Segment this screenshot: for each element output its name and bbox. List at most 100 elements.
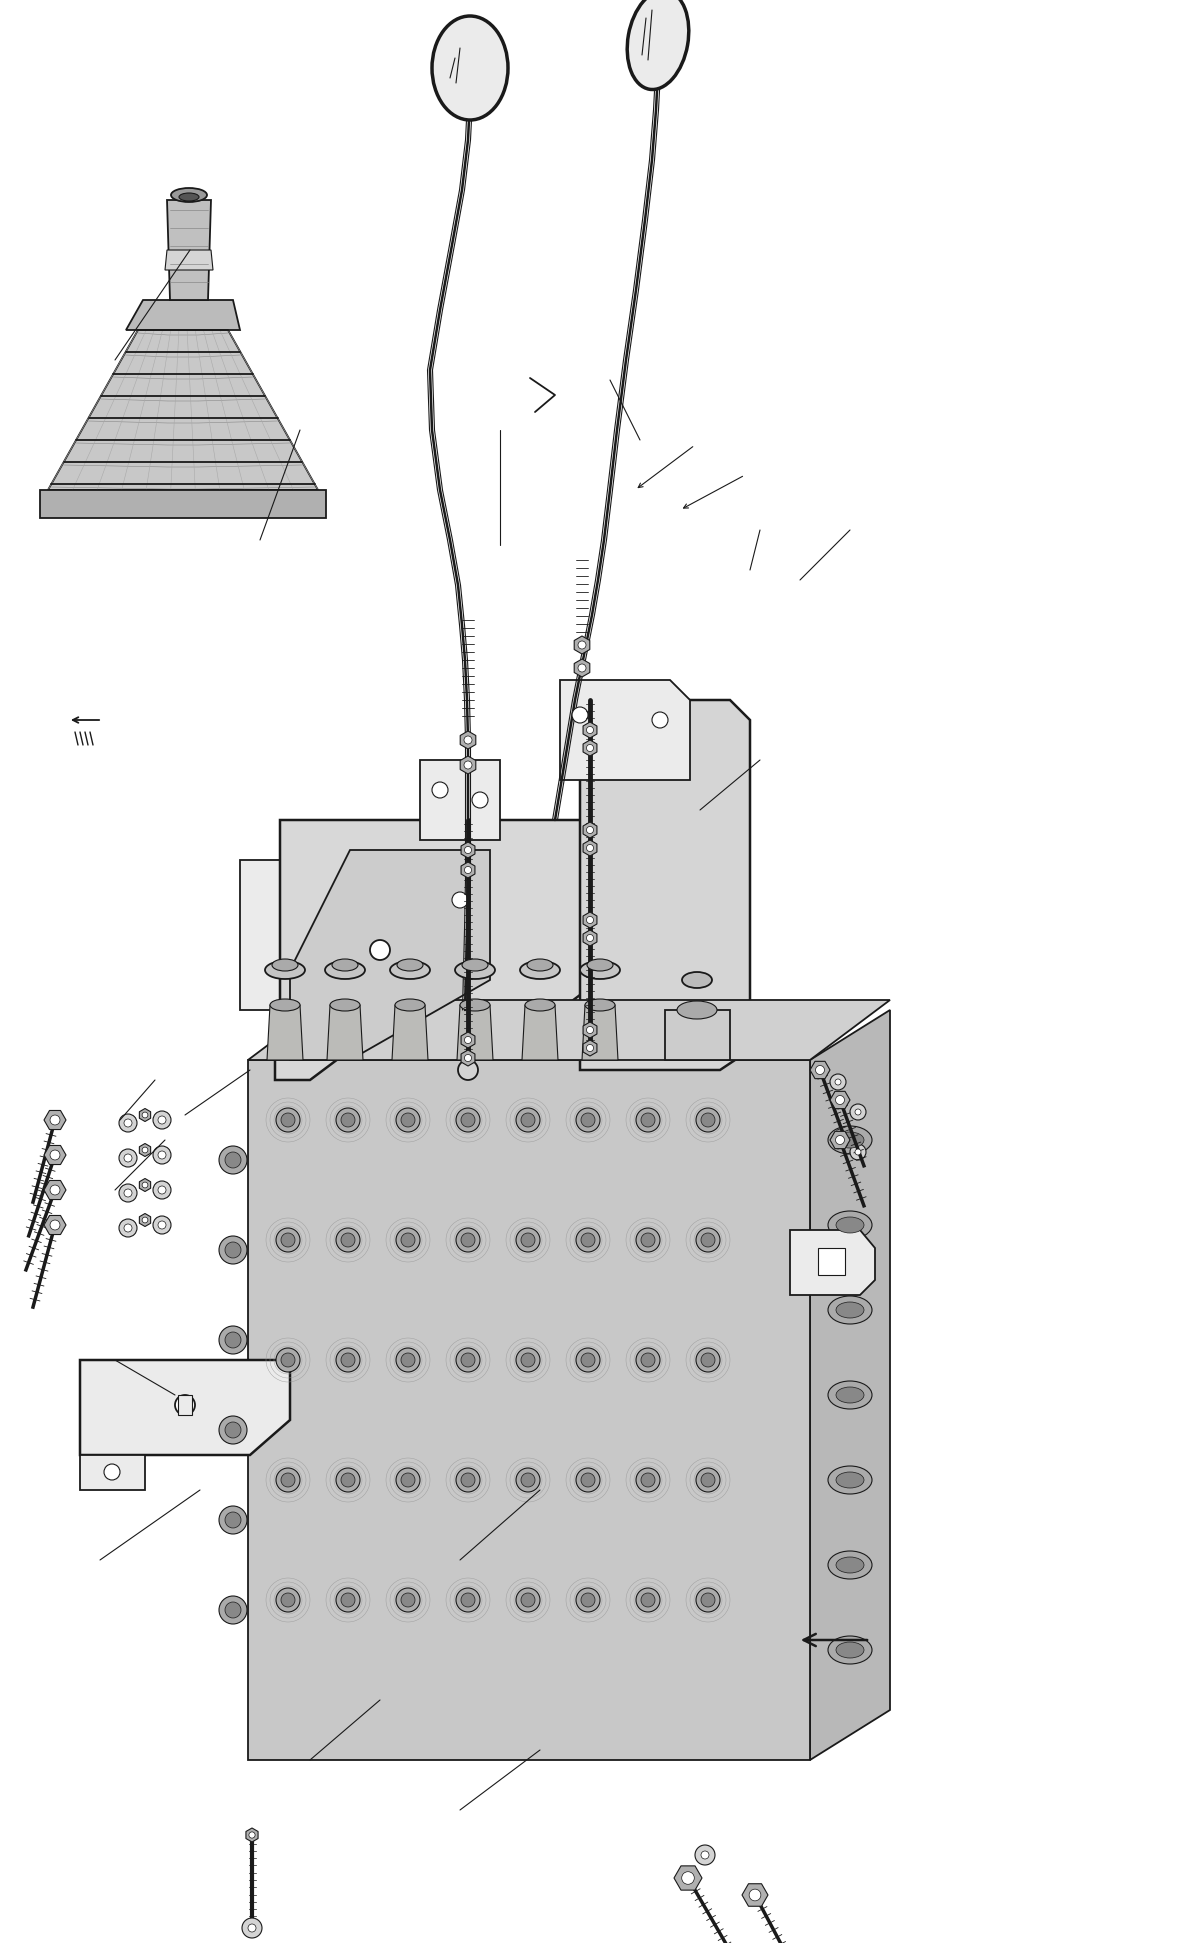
Ellipse shape <box>836 1473 863 1488</box>
Circle shape <box>395 1228 420 1251</box>
Polygon shape <box>560 680 690 779</box>
Circle shape <box>578 665 586 672</box>
Circle shape <box>855 1148 861 1154</box>
Polygon shape <box>584 822 597 837</box>
Circle shape <box>641 1234 655 1247</box>
Circle shape <box>464 1055 472 1061</box>
Circle shape <box>461 1593 475 1607</box>
Circle shape <box>696 1587 721 1613</box>
Polygon shape <box>44 1146 66 1164</box>
Polygon shape <box>584 740 597 756</box>
Ellipse shape <box>455 962 495 979</box>
Circle shape <box>581 1234 596 1247</box>
Circle shape <box>516 1587 540 1613</box>
Circle shape <box>464 1036 472 1043</box>
Circle shape <box>281 1352 295 1368</box>
Polygon shape <box>742 1885 768 1906</box>
Circle shape <box>636 1469 660 1492</box>
Circle shape <box>142 1111 148 1117</box>
Circle shape <box>276 1348 300 1372</box>
Ellipse shape <box>836 1302 863 1317</box>
Polygon shape <box>582 1005 618 1061</box>
Circle shape <box>281 1234 295 1247</box>
Circle shape <box>456 1587 480 1613</box>
Circle shape <box>586 727 593 734</box>
Ellipse shape <box>828 1636 872 1663</box>
Circle shape <box>395 1587 420 1613</box>
Polygon shape <box>177 1395 192 1415</box>
Ellipse shape <box>432 16 509 120</box>
Circle shape <box>456 1348 480 1372</box>
Polygon shape <box>44 1111 66 1129</box>
Ellipse shape <box>460 999 490 1010</box>
Circle shape <box>641 1473 655 1486</box>
Circle shape <box>520 1473 535 1486</box>
Circle shape <box>225 1333 241 1348</box>
Circle shape <box>225 1422 241 1438</box>
Circle shape <box>641 1113 655 1127</box>
Polygon shape <box>241 861 520 1010</box>
Circle shape <box>816 1065 824 1074</box>
Circle shape <box>836 1135 844 1144</box>
Circle shape <box>461 1113 475 1127</box>
Circle shape <box>464 762 472 769</box>
Circle shape <box>341 1593 355 1607</box>
Polygon shape <box>810 1061 830 1078</box>
Circle shape <box>401 1234 414 1247</box>
Ellipse shape <box>462 960 488 972</box>
Circle shape <box>636 1108 660 1133</box>
Ellipse shape <box>179 192 199 200</box>
Ellipse shape <box>332 960 358 972</box>
Ellipse shape <box>172 188 207 202</box>
Polygon shape <box>48 330 318 490</box>
Circle shape <box>219 1146 247 1174</box>
Circle shape <box>701 1852 709 1859</box>
Polygon shape <box>584 931 597 946</box>
Ellipse shape <box>682 972 712 987</box>
Circle shape <box>576 1348 600 1372</box>
Ellipse shape <box>628 0 688 89</box>
Circle shape <box>225 1601 241 1619</box>
Ellipse shape <box>397 960 423 972</box>
Circle shape <box>152 1216 172 1234</box>
Ellipse shape <box>266 962 305 979</box>
Circle shape <box>581 1593 596 1607</box>
Polygon shape <box>289 849 490 1061</box>
Circle shape <box>119 1218 137 1238</box>
Circle shape <box>142 1181 148 1187</box>
Circle shape <box>119 1113 137 1133</box>
Circle shape <box>281 1113 295 1127</box>
Circle shape <box>586 744 593 752</box>
Circle shape <box>461 1352 475 1368</box>
Circle shape <box>152 1146 172 1164</box>
Polygon shape <box>461 863 475 878</box>
Circle shape <box>835 1078 841 1084</box>
Ellipse shape <box>272 960 298 972</box>
Circle shape <box>219 1325 247 1354</box>
Ellipse shape <box>580 962 621 979</box>
Ellipse shape <box>325 962 364 979</box>
Polygon shape <box>139 1214 150 1226</box>
Circle shape <box>520 1234 535 1247</box>
Polygon shape <box>328 1005 363 1061</box>
Polygon shape <box>460 731 475 748</box>
Polygon shape <box>248 1001 890 1061</box>
Polygon shape <box>790 1230 875 1294</box>
Circle shape <box>395 1108 420 1133</box>
Circle shape <box>701 1113 715 1127</box>
Circle shape <box>281 1473 295 1486</box>
Ellipse shape <box>828 1210 872 1240</box>
Polygon shape <box>810 1010 890 1760</box>
Circle shape <box>696 1108 721 1133</box>
Ellipse shape <box>330 999 360 1010</box>
Circle shape <box>336 1469 360 1492</box>
Circle shape <box>576 1108 600 1133</box>
Circle shape <box>576 1469 600 1492</box>
Circle shape <box>336 1587 360 1613</box>
Circle shape <box>336 1348 360 1372</box>
Circle shape <box>119 1148 137 1168</box>
Polygon shape <box>420 760 500 839</box>
Circle shape <box>142 1146 148 1152</box>
Circle shape <box>636 1228 660 1251</box>
Polygon shape <box>267 1005 303 1061</box>
